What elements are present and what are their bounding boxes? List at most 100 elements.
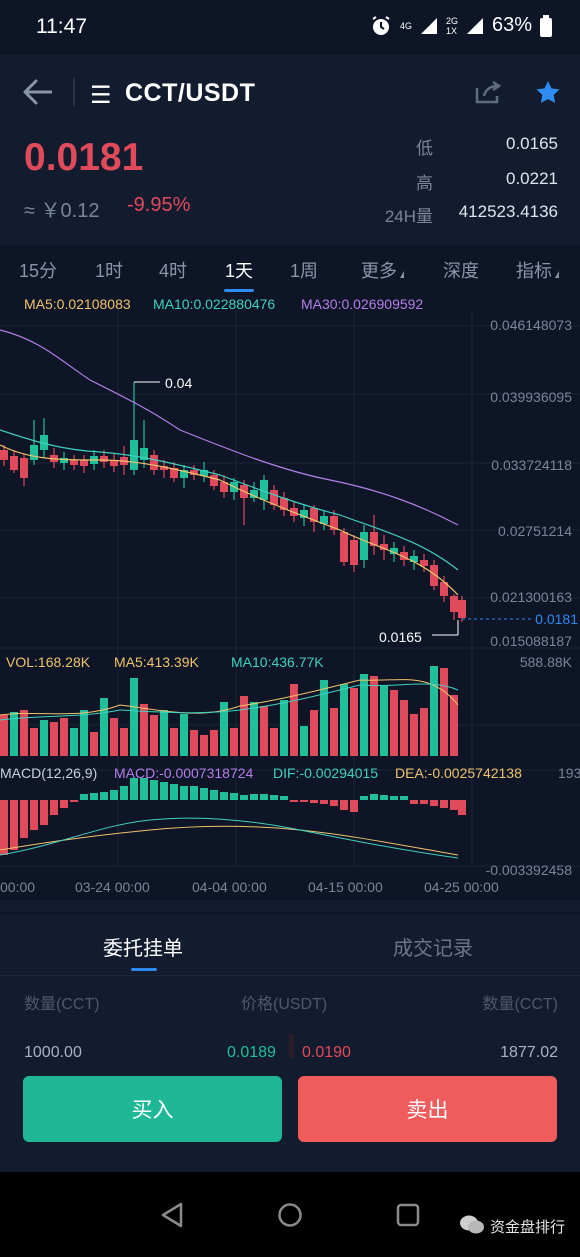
status-icons: 4G 2G 1X 63% (370, 14, 552, 37)
kline-chart[interactable]: 0.046148073 0.039936095 0.033724118 0.02751… (0, 310, 580, 900)
volume-bar (130, 678, 138, 756)
wechat-icon (460, 1215, 484, 1234)
date-axis-label: 03-24 00:00 (75, 879, 150, 895)
high-label: 高 (416, 174, 433, 193)
volume-bar (420, 708, 428, 756)
tab-open-orders[interactable]: 委托挂单 (103, 938, 183, 960)
vol-legend: VOL:168.28K (6, 654, 91, 670)
volume-bar (90, 732, 98, 756)
candle-body (100, 456, 108, 462)
buy-button[interactable]: 买入 (23, 1076, 282, 1142)
candle-body (210, 475, 218, 486)
price-header: 价格(USDT) (241, 996, 328, 1013)
candle-body (140, 448, 148, 460)
volume-bar (200, 735, 208, 756)
volume-label: 24H量 (384, 207, 433, 226)
date-axis-label: 04-04 00:00 (192, 879, 267, 895)
macd-bar (140, 778, 148, 800)
ma5-line (0, 444, 459, 596)
candle-body (190, 470, 198, 475)
macd-bar (210, 790, 218, 800)
bid-price[interactable]: 0.0189 (227, 1044, 276, 1061)
macd-bar (150, 780, 158, 800)
candle-body (380, 544, 388, 550)
favorite-star-icon[interactable] (535, 80, 561, 105)
high-marker-label: 0.04 (165, 375, 192, 391)
macd-bar (260, 794, 268, 800)
volume-bar (20, 710, 28, 756)
depth-bar (289, 1034, 294, 1058)
macd-bar (170, 784, 178, 800)
status-time: 11:47 (36, 15, 87, 38)
candle-body (80, 460, 88, 466)
back-arrow-icon[interactable] (22, 78, 52, 106)
tab-indicators[interactable]: 指标 (516, 257, 559, 283)
share-icon[interactable] (474, 80, 502, 104)
macd-bar (370, 794, 378, 800)
low-label: 低 (416, 139, 433, 158)
candle-body (60, 458, 68, 463)
candle-body (200, 470, 208, 476)
volume-bar (50, 722, 58, 756)
nav-home-icon[interactable] (277, 1202, 303, 1228)
candle-body (110, 460, 118, 466)
candle-body (10, 456, 18, 470)
battery-percent: 63% (491, 14, 532, 36)
candle-body (20, 458, 28, 478)
tab-1w[interactable]: 1周 (290, 261, 319, 281)
macd-bar (330, 800, 338, 806)
tab-1h[interactable]: 1时 (95, 261, 124, 281)
candle-body (220, 482, 228, 492)
panel-separator (0, 912, 580, 914)
bid-qty[interactable]: 1000.00 (24, 1044, 82, 1061)
candle-body (350, 540, 358, 565)
candle-body (340, 532, 348, 562)
macd-bar (450, 800, 458, 810)
volume-bar (40, 720, 48, 756)
volume-bar (80, 710, 88, 756)
candle-body (320, 516, 328, 524)
price-axis-label: 0.046148073 (490, 317, 572, 333)
volume-bar (180, 714, 188, 756)
macd-bar (300, 800, 308, 802)
vol-ma10-line (0, 683, 459, 721)
macd-bar (440, 800, 448, 808)
header-divider (73, 78, 75, 106)
vol-ma10-legend: MA10:436.77K (231, 654, 324, 670)
tab-trade-history[interactable]: 成交记录 (393, 938, 473, 960)
date-axis-label: 04-25 00:00 (424, 879, 499, 895)
macd-bar (100, 792, 108, 800)
ask-price[interactable]: 0.0190 (302, 1044, 351, 1061)
macd-bar (90, 793, 98, 800)
macd-bar (230, 793, 238, 800)
candle-body (370, 532, 378, 546)
high-value: 0.0221 (506, 169, 558, 188)
tab-1d[interactable]: 1天 (225, 261, 254, 281)
ma10-line (0, 429, 459, 571)
tab-15m[interactable]: 15分 (19, 261, 58, 281)
tab-depth[interactable]: 深度 (443, 261, 479, 281)
macd-bar (30, 800, 38, 830)
volume-bar (430, 666, 438, 756)
last-price: 0.0181 (24, 136, 144, 179)
candle-body (160, 466, 168, 470)
dif-line (0, 817, 459, 859)
macd-bar (380, 795, 388, 800)
macd-bar (60, 800, 68, 808)
price-axis-label: 0.021300163 (490, 589, 572, 605)
macd-bar (350, 800, 358, 812)
sell-button[interactable]: 卖出 (298, 1076, 557, 1142)
tab-4h[interactable]: 4时 (159, 261, 188, 281)
nav-back-icon[interactable] (160, 1202, 184, 1228)
candle-body (40, 435, 48, 450)
macd-bar (320, 800, 328, 804)
pair-title[interactable]: CCT/USDT (125, 79, 256, 107)
tab-more[interactable]: 更多 (361, 257, 404, 283)
nav-recents-icon[interactable] (396, 1203, 420, 1227)
candle-body (440, 582, 448, 596)
volume-bar (340, 684, 348, 756)
menu-icon[interactable]: ☰ (90, 82, 112, 109)
macd-axis-bottom: -0.003392458 (486, 862, 573, 878)
ask-qty[interactable]: 1877.02 (500, 1044, 558, 1061)
macd-bar (10, 800, 18, 850)
